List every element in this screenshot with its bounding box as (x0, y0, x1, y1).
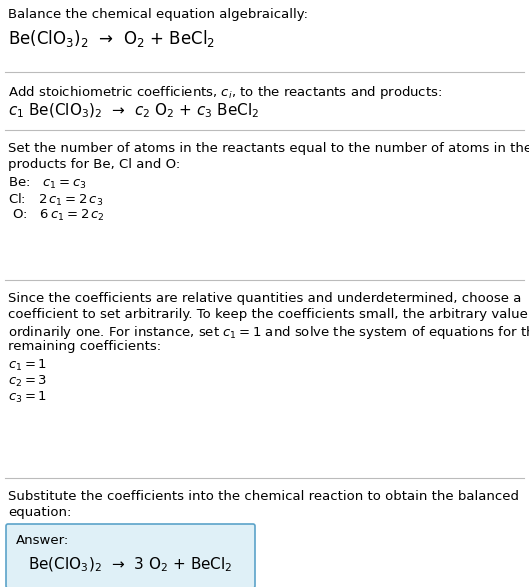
Text: Cl:   $2\,c_1 = 2\,c_3$: Cl: $2\,c_1 = 2\,c_3$ (8, 192, 103, 208)
Text: products for Be, Cl and O:: products for Be, Cl and O: (8, 158, 180, 171)
Text: Be(ClO$_3$)$_2$  →  O$_2$ + BeCl$_2$: Be(ClO$_3$)$_2$ → O$_2$ + BeCl$_2$ (8, 28, 215, 49)
Text: $c_3 = 1$: $c_3 = 1$ (8, 390, 47, 405)
Text: Be:   $c_1 = c_3$: Be: $c_1 = c_3$ (8, 176, 87, 191)
Text: coefficient to set arbitrarily. To keep the coefficients small, the arbitrary va: coefficient to set arbitrarily. To keep … (8, 308, 529, 321)
Text: Since the coefficients are relative quantities and underdetermined, choose a: Since the coefficients are relative quan… (8, 292, 522, 305)
Text: Add stoichiometric coefficients, $c_i$, to the reactants and products:: Add stoichiometric coefficients, $c_i$, … (8, 84, 442, 101)
Text: ordinarily one. For instance, set $c_1 = 1$ and solve the system of equations fo: ordinarily one. For instance, set $c_1 =… (8, 324, 529, 341)
Text: equation:: equation: (8, 506, 71, 519)
Text: Set the number of atoms in the reactants equal to the number of atoms in the: Set the number of atoms in the reactants… (8, 142, 529, 155)
Text: O:   $6\,c_1 = 2\,c_2$: O: $6\,c_1 = 2\,c_2$ (8, 208, 105, 223)
Text: $c_2 = 3$: $c_2 = 3$ (8, 374, 47, 389)
Text: Answer:: Answer: (16, 534, 69, 547)
Text: $c_1 = 1$: $c_1 = 1$ (8, 358, 47, 373)
Text: Substitute the coefficients into the chemical reaction to obtain the balanced: Substitute the coefficients into the che… (8, 490, 519, 503)
FancyBboxPatch shape (6, 524, 255, 587)
Text: Balance the chemical equation algebraically:: Balance the chemical equation algebraica… (8, 8, 308, 21)
Text: Be(ClO$_3$)$_2$  →  3 O$_2$ + BeCl$_2$: Be(ClO$_3$)$_2$ → 3 O$_2$ + BeCl$_2$ (28, 556, 233, 575)
Text: remaining coefficients:: remaining coefficients: (8, 340, 161, 353)
Text: $c_1$ Be(ClO$_3$)$_2$  →  $c_2$ O$_2$ + $c_3$ BeCl$_2$: $c_1$ Be(ClO$_3$)$_2$ → $c_2$ O$_2$ + $c… (8, 102, 259, 120)
